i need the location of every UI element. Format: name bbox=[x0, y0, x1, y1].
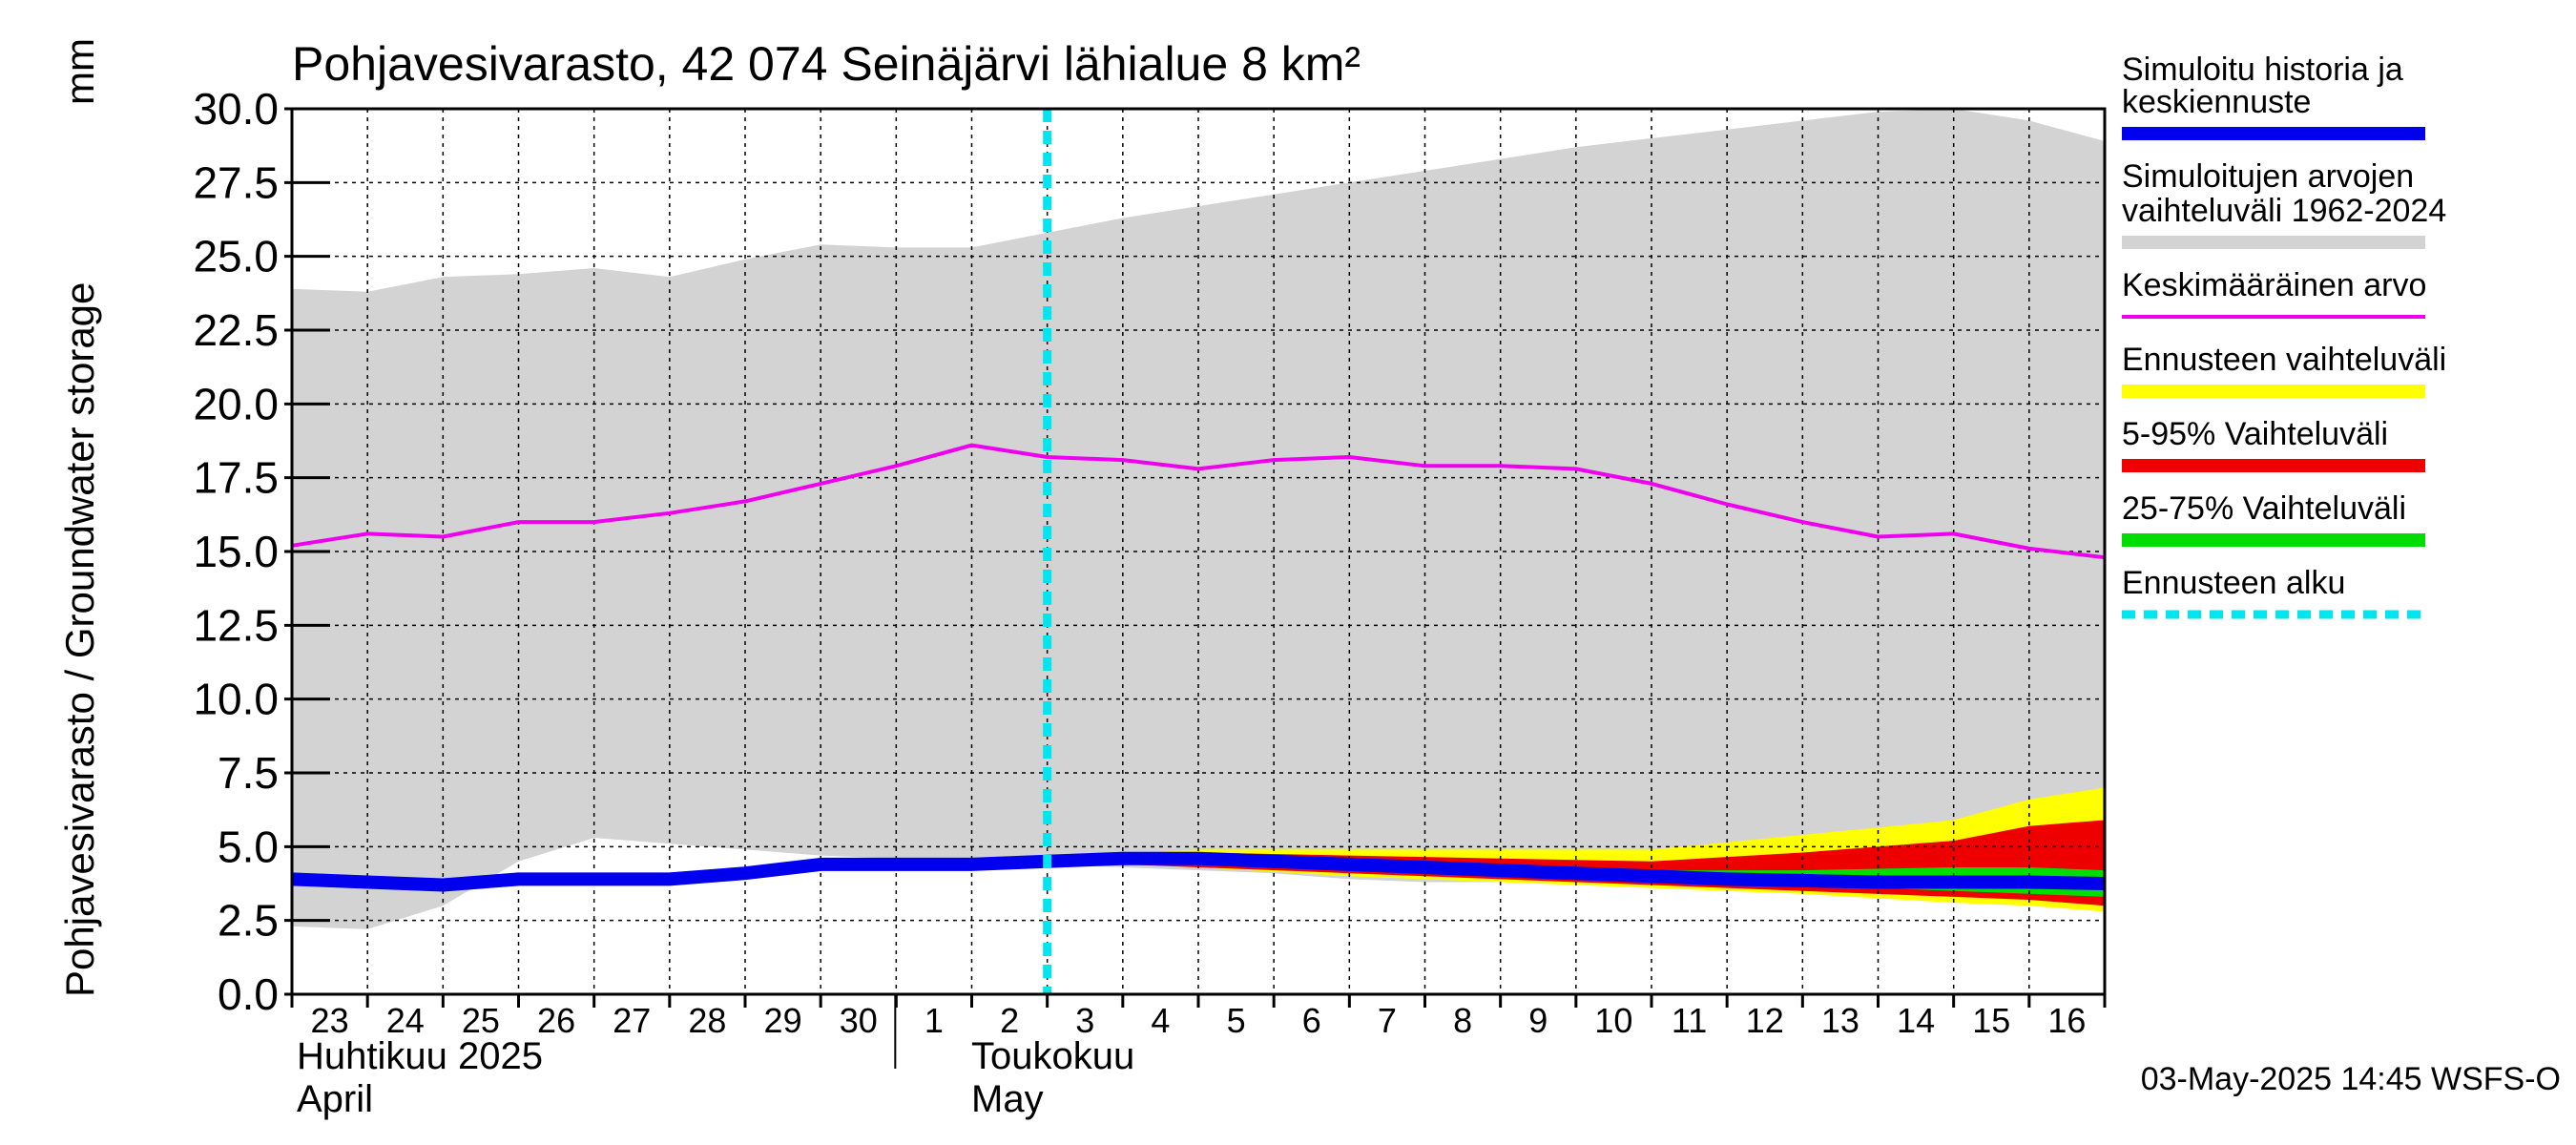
y-tick-label: 12.5 bbox=[193, 600, 279, 650]
x-tick-label: 13 bbox=[1821, 1001, 1859, 1040]
y-axis-label: Pohjavesivarasto / Groundwater storage bbox=[57, 282, 102, 997]
x-tick-label: 1 bbox=[924, 1001, 944, 1040]
x-tick-label: 23 bbox=[311, 1001, 349, 1040]
y-axis-unit: mm bbox=[57, 38, 102, 105]
legend-label: keskiennuste bbox=[2122, 84, 2311, 120]
x-tick-label: 5 bbox=[1227, 1001, 1246, 1040]
y-tick-label: 30.0 bbox=[193, 84, 279, 134]
x-tick-label: 11 bbox=[1672, 1001, 1707, 1040]
legend-label: 5-95% Vaihteluväli bbox=[2122, 416, 2388, 452]
x-tick-label: 29 bbox=[764, 1001, 802, 1040]
x-tick-label: 26 bbox=[537, 1001, 575, 1040]
month-label-fi: Huhtikuu 2025 bbox=[297, 1035, 543, 1077]
x-tick-labels: 23 24 25 26 27 28 29 30 1 2 3 4 5 6 7 8 9 10 11 12 13 14 15 16 bbox=[311, 1001, 2087, 1040]
y-tick-label: 25.0 bbox=[193, 232, 279, 281]
legend-label: Keskimääräinen arvo bbox=[2122, 267, 2426, 303]
y-tick-label: 10.0 bbox=[193, 675, 279, 724]
legend-label: Simuloitu historia ja bbox=[2122, 52, 2403, 88]
y-tick-label: 15.0 bbox=[193, 527, 279, 576]
timestamp-footer: 03-May-2025 14:45 WSFS-O bbox=[2141, 1061, 2561, 1097]
month-label-en: May bbox=[971, 1078, 1044, 1120]
y-tick-label: 5.0 bbox=[218, 822, 279, 871]
x-tick-label: 8 bbox=[1453, 1001, 1472, 1040]
legend-label: Ennusteen alku bbox=[2122, 565, 2345, 601]
x-tick-label: 27 bbox=[613, 1001, 651, 1040]
x-tick-label: 14 bbox=[1897, 1001, 1935, 1040]
x-tick-label: 4 bbox=[1151, 1001, 1170, 1040]
legend-label: Simuloitujen arvojen bbox=[2122, 158, 2414, 195]
x-tick-label: 25 bbox=[462, 1001, 500, 1040]
x-tick-label: 12 bbox=[1746, 1001, 1784, 1040]
x-tick-label: 6 bbox=[1302, 1001, 1321, 1040]
band-0 bbox=[292, 109, 2105, 929]
legend-label: Ennusteen vaihteluväli bbox=[2122, 342, 2446, 378]
series-lines bbox=[291, 109, 2106, 994]
x-tick-label: 7 bbox=[1378, 1001, 1397, 1040]
x-tick-label: 15 bbox=[1972, 1001, 2010, 1040]
y-tick-label: 17.5 bbox=[193, 453, 279, 503]
chart-title: Pohjavesivarasto, 42 074 Seinäjärvi lähi… bbox=[292, 37, 1361, 91]
x-tick-label: 2 bbox=[1000, 1001, 1019, 1040]
mean-line bbox=[291, 443, 2106, 560]
x-tick-label: 24 bbox=[386, 1001, 425, 1040]
grid-lines bbox=[292, 109, 2105, 994]
y-tick-label: 2.5 bbox=[218, 896, 279, 946]
month-label-en: April bbox=[297, 1078, 373, 1120]
y-tick-label: 20.0 bbox=[193, 379, 279, 428]
y-tick-label: 27.5 bbox=[193, 157, 279, 207]
y-tick-label: 0.0 bbox=[218, 969, 279, 1019]
axes bbox=[284, 107, 2107, 1069]
legend-label: 25-75% Vaihteluväli bbox=[2122, 490, 2406, 527]
y-tick-labels: 0.0 2.5 5.0 7.5 10.0 12.5 15.0 17.5 20.0 22.5 25.0… bbox=[193, 84, 279, 1019]
history-forecast-line bbox=[291, 851, 2106, 892]
x-tick-label: 28 bbox=[688, 1001, 726, 1040]
x-tick-label: 30 bbox=[840, 1001, 878, 1040]
x-tick-label: 9 bbox=[1528, 1001, 1548, 1040]
y-tick-label: 22.5 bbox=[193, 305, 279, 355]
y-tick-label: 7.5 bbox=[218, 748, 279, 798]
month-label-fi: Toukokuu bbox=[971, 1035, 1134, 1077]
x-tick-label: 3 bbox=[1075, 1001, 1094, 1040]
x-tick-label: 16 bbox=[2047, 1001, 2086, 1040]
x-tick-label: 10 bbox=[1594, 1001, 1632, 1040]
legend-label: vaihteluväli 1962-2024 bbox=[2122, 193, 2446, 229]
